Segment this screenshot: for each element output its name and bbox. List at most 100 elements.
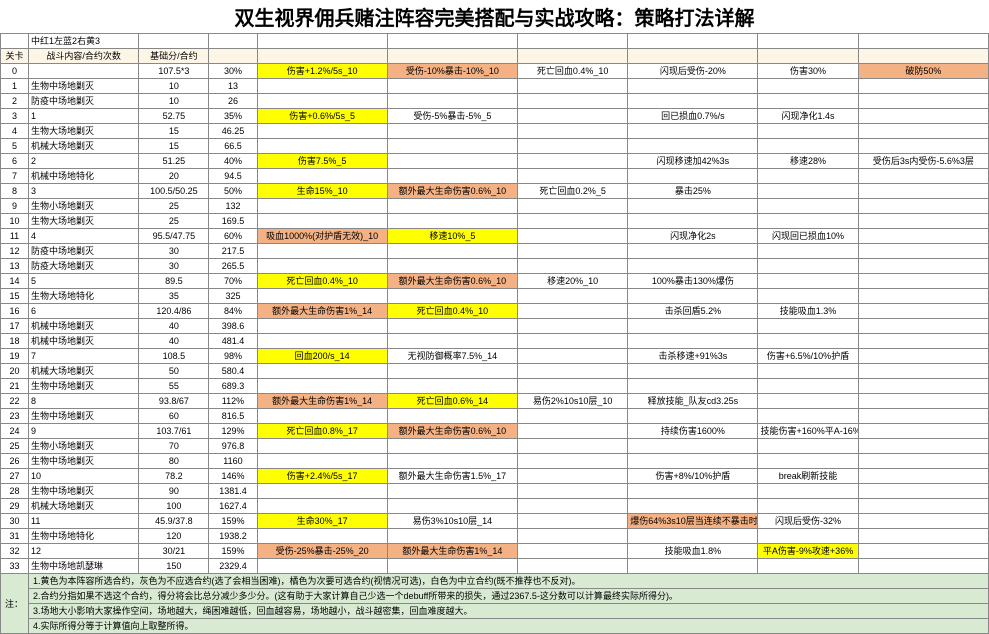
cell-c4: 伤害+2.4%/5s_17: [257, 469, 387, 484]
cell-c7: 100%暴击130%爆伤: [628, 274, 758, 289]
cell-c7: [628, 244, 758, 259]
cell-c3: 2329.4: [209, 559, 257, 574]
table-row: 17机械中场地剿灭40398.6: [1, 319, 989, 334]
cell-c9: [858, 274, 988, 289]
page-title: 双生视界佣兵赌注阵容完美搭配与实战攻略：策略打法详解: [0, 0, 989, 33]
cell-c3: 159%: [209, 514, 257, 529]
cell-c5: [387, 259, 517, 274]
cell-c4: 生命30%_17: [257, 514, 387, 529]
cell-c3: 169.5: [209, 214, 257, 229]
cell-c6: [518, 559, 628, 574]
cell-c6: [518, 469, 628, 484]
cell-c8: 平A伤害-9%攻速+36%: [758, 544, 858, 559]
cell-c3: 1627.4: [209, 499, 257, 514]
cell-c8: 伤害+6.5%/10%护盾: [758, 349, 858, 364]
table-row: 7机械中场地特化2094.5: [1, 169, 989, 184]
cell-k: 12: [1, 244, 29, 259]
cell-k: 4: [1, 124, 29, 139]
cell-c1: 机械大场地剿灭: [29, 139, 139, 154]
cell-c6: [518, 109, 628, 124]
cell-c4: [257, 454, 387, 469]
cell-c2: 20: [139, 169, 209, 184]
cell-c5: [387, 289, 517, 304]
cell-c5: [387, 199, 517, 214]
table-row: 5机械大场地剿灭1566.5: [1, 139, 989, 154]
cell-c1: 10: [29, 469, 139, 484]
table-row: 249103.7/61129%死亡回血0.8%_17额外最大生命伤害0.6%_1…: [1, 424, 989, 439]
table-row: 20机械大场地剿灭50580.4: [1, 364, 989, 379]
cell-c4: [257, 94, 387, 109]
cell-c9: [858, 304, 988, 319]
cell-c9: [858, 349, 988, 364]
cell-c6: [518, 529, 628, 544]
cell-c8: 闪现回已损血10%: [758, 229, 858, 244]
cell-c6: [518, 349, 628, 364]
cell-c9: [858, 244, 988, 259]
table-row: 83100.5/50.2550%生命15%_10额外最大生命伤害0.6%_10死…: [1, 184, 989, 199]
cell-c6: [518, 364, 628, 379]
cell-k: 16: [1, 304, 29, 319]
cell-c6: [518, 409, 628, 424]
cell-c3: 26: [209, 94, 257, 109]
cell-c3: 132: [209, 199, 257, 214]
cell-c9: 破防50%: [858, 64, 988, 79]
cell-c8: [758, 289, 858, 304]
cell-c4: [257, 409, 387, 424]
cell-c3: 816.5: [209, 409, 257, 424]
cell-c9: [858, 169, 988, 184]
cell-c6: [518, 544, 628, 559]
cell-c6: [518, 154, 628, 169]
cell-c9: [858, 364, 988, 379]
cell-c9: [858, 424, 988, 439]
cell-c5: [387, 169, 517, 184]
cell-c8: [758, 244, 858, 259]
cell-k: 2: [1, 94, 29, 109]
table-row: 23生物中场地剿灭60816.5: [1, 409, 989, 424]
cell-c4: [257, 124, 387, 139]
note-4: 4.实际所得分等于计算值向上取整所得。: [29, 619, 989, 634]
cell-c1: 8: [29, 394, 139, 409]
cell-c4: [257, 499, 387, 514]
cell-c7: 闪现后受伤-20%: [628, 64, 758, 79]
cell-c6: [518, 124, 628, 139]
cell-c7: [628, 319, 758, 334]
cell-c1: 机械大场地剿灭: [29, 499, 139, 514]
cell-c1: 防疫大场地剿灭: [29, 259, 139, 274]
cell-c3: 159%: [209, 544, 257, 559]
cell-c8: [758, 274, 858, 289]
cell-c2: 107.5*3: [139, 64, 209, 79]
cell-c4: [257, 364, 387, 379]
cell-c9: [858, 409, 988, 424]
cell-c5: 额外最大生命伤害0.6%_10: [387, 424, 517, 439]
cell-c6: 易伤2%10s10层_10: [518, 394, 628, 409]
cell-c8: [758, 559, 858, 574]
cell-c2: 40: [139, 334, 209, 349]
cell-c1: 7: [29, 349, 139, 364]
table-row: 9生物小场地剿灭25132: [1, 199, 989, 214]
cell-c8: [758, 169, 858, 184]
cell-c2: 55: [139, 379, 209, 394]
cell-c7: 爆伤64%3s10层当连续不暴击时: [628, 514, 758, 529]
cell-c4: 额外最大生命伤害1%_14: [257, 304, 387, 319]
cell-c7: [628, 79, 758, 94]
cell-c4: [257, 289, 387, 304]
cell-k: 29: [1, 499, 29, 514]
cell-c7: 持续伤害1600%: [628, 424, 758, 439]
notes-label: 注：: [1, 574, 29, 634]
cell-c2: 80: [139, 454, 209, 469]
cell-c1: 9: [29, 424, 139, 439]
cell-c9: [858, 544, 988, 559]
table-row: 321230/21159%受伤-25%暴击-25%_20额外最大生命伤害1%_1…: [1, 544, 989, 559]
cell-c7: [628, 124, 758, 139]
cell-c2: 15: [139, 124, 209, 139]
cell-c9: [858, 529, 988, 544]
cell-c9: [858, 289, 988, 304]
cell-k: 14: [1, 274, 29, 289]
table-row: 2防疫中场地剿灭1026: [1, 94, 989, 109]
cell-c2: 25: [139, 199, 209, 214]
cell-c7: 伤害+8%/10%护盾: [628, 469, 758, 484]
cell-c8: 技能伤害+160%平A-16%: [758, 424, 858, 439]
cell-c1: 1: [29, 109, 139, 124]
cell-c1: 12: [29, 544, 139, 559]
cell-c5: [387, 484, 517, 499]
